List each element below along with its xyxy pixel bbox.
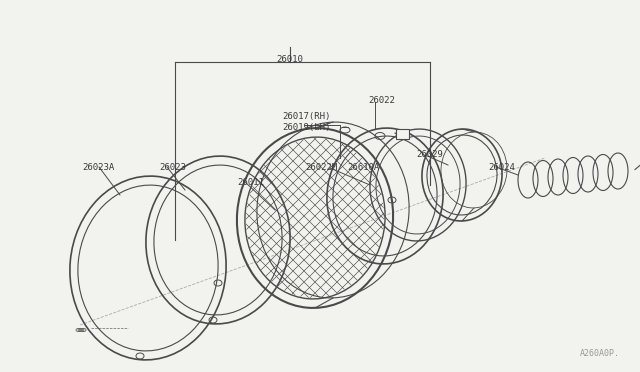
Text: 26022M: 26022M [305,163,337,172]
Text: 26010: 26010 [276,55,303,64]
Text: 26029: 26029 [416,150,443,159]
Text: 26610A: 26610A [347,163,380,172]
Text: 26024: 26024 [488,163,515,172]
Text: 26023: 26023 [159,163,186,172]
Text: 26022: 26022 [368,96,395,105]
Text: 26011: 26011 [237,178,264,187]
Text: 26023A: 26023A [82,163,115,172]
Text: A260A0P.: A260A0P. [580,349,620,358]
Bar [396,129,409,139]
Text: 26019(LH): 26019(LH) [282,123,330,132]
Text: 26017(RH): 26017(RH) [282,112,330,121]
